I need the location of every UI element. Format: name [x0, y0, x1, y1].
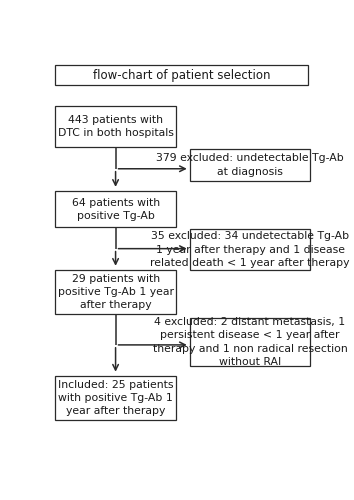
Text: 379 excluded: undetectable Tg-Ab
at diagnosis: 379 excluded: undetectable Tg-Ab at diag…: [156, 154, 344, 176]
Bar: [190, 230, 310, 270]
Bar: [55, 270, 176, 314]
Bar: [55, 106, 176, 146]
Text: 443 patients with
DTC in both hospitals: 443 patients with DTC in both hospitals: [58, 115, 173, 138]
Text: Included: 25 patients
with positive Tg-Ab 1
year after therapy: Included: 25 patients with positive Tg-A…: [58, 380, 173, 416]
Text: flow-chart of patient selection: flow-chart of patient selection: [93, 68, 270, 82]
Bar: [190, 148, 310, 182]
Bar: [55, 376, 176, 420]
Bar: [190, 318, 310, 366]
Text: 64 patients with
positive Tg-Ab: 64 patients with positive Tg-Ab: [72, 198, 160, 221]
Text: 4 excluded: 2 distant metastasis, 1
persistent disease < 1 year after
therapy an: 4 excluded: 2 distant metastasis, 1 pers…: [153, 317, 347, 367]
Bar: [55, 191, 176, 228]
Text: 35 excluded: 34 undetectable Tg-Ab
1 year after therapy and 1 disease
related de: 35 excluded: 34 undetectable Tg-Ab 1 yea…: [150, 232, 350, 268]
Text: 29 patients with
positive Tg-Ab 1 year
after therapy: 29 patients with positive Tg-Ab 1 year a…: [58, 274, 173, 310]
Bar: [55, 65, 308, 85]
